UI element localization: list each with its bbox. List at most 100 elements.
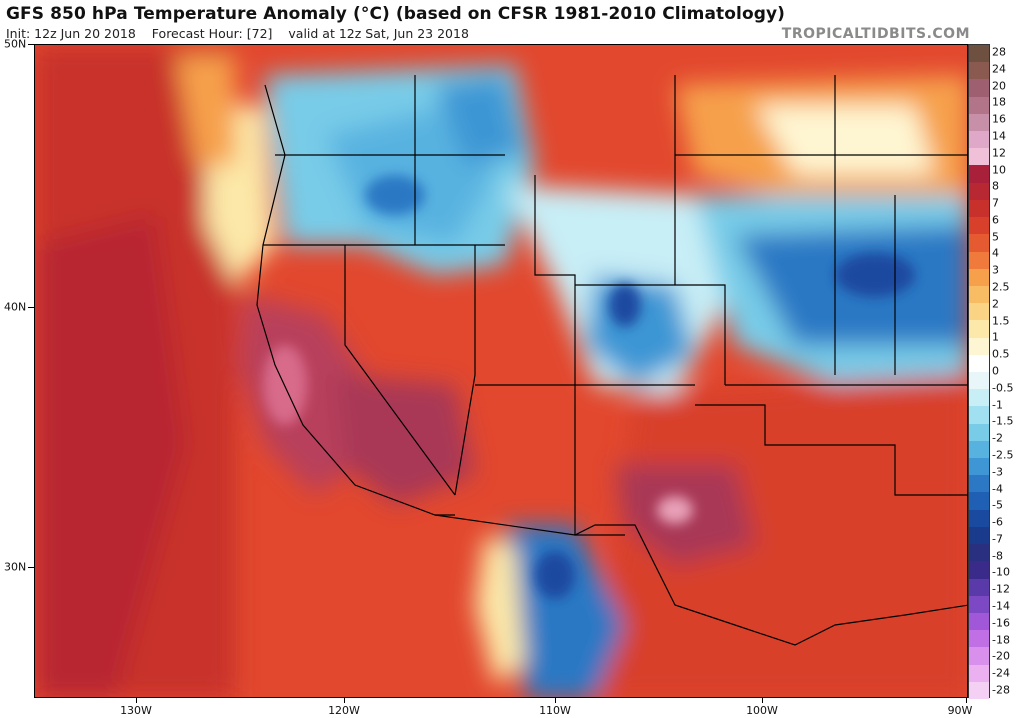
colorbar-cell [969, 475, 989, 493]
colorbar-label: 20 [992, 79, 1006, 93]
boundary-line [575, 284, 726, 385]
lat-tick [28, 307, 34, 308]
lon-label: 120W [328, 704, 360, 717]
colorbar-cell [969, 664, 989, 683]
valid-time: valid at 12z Sat, Jun 23 2018 [288, 26, 469, 41]
colorbar-cell [969, 440, 989, 459]
northern-plains-mild [755, 105, 935, 175]
colorbar-cell [969, 217, 989, 235]
colorbar-label: 28 [992, 45, 1006, 59]
colorbar-label: -4 [992, 482, 1003, 496]
colorbar-label: 18 [992, 95, 1006, 109]
colorbar-cell [969, 148, 989, 166]
colorbar-cell [969, 113, 989, 132]
colorbar-label: 8 [992, 179, 999, 193]
colorbar-label: 7 [992, 196, 999, 210]
colorbar-label: 2.5 [992, 280, 1010, 294]
anomaly-map [34, 44, 968, 698]
colorbar-label: -2 [992, 431, 1003, 445]
colorbar-label: -20 [992, 649, 1010, 663]
colorbar-label: -3 [992, 465, 1003, 479]
cold-pocket-plains [835, 253, 915, 297]
colorbar-cell [969, 509, 989, 528]
colorbar-label: -12 [992, 582, 1010, 596]
lon-label: 100W [746, 704, 778, 717]
boundary-line [454, 245, 476, 496]
colorbar-label: -2.5 [992, 448, 1014, 462]
colorbar-label: 3 [992, 263, 999, 277]
colorbar-cell [969, 320, 989, 339]
nevada-hot-region [335, 375, 475, 505]
lat-label: 40N [4, 300, 27, 314]
colorbar-cell [969, 458, 989, 476]
lon-label: 130W [120, 704, 152, 717]
lon-tick [966, 698, 967, 703]
colorbar-cell [969, 561, 989, 580]
map-subtitle: Init: 12z Jun 20 2018 Forecast Hour: [72… [6, 26, 481, 41]
coastal-warm-band [175, 55, 235, 165]
colorbar-label: 2 [992, 297, 999, 311]
lat-label: 50N [4, 37, 27, 51]
map-title: GFS 850 hPa Temperature Anomaly (°C) (ba… [6, 4, 786, 24]
colorbar-cell [969, 423, 989, 442]
colorbar-cell [969, 251, 989, 270]
colorbar-label: -6 [992, 515, 1003, 529]
colorbar-label: 0 [992, 364, 999, 378]
lon-tick [555, 698, 556, 703]
cold-pocket-mexico [535, 551, 575, 599]
colorbar-cell [969, 492, 989, 511]
colorbar-label: -28 [992, 683, 1010, 697]
colorbar-cell [969, 165, 989, 184]
colorbar-label: -14 [992, 599, 1010, 613]
colorbar-cell [969, 681, 989, 700]
lon-tick [344, 698, 345, 703]
colorbar-label: 0.5 [992, 347, 1010, 361]
colorbar-label: 10 [992, 163, 1006, 177]
cold-pocket-oregon [365, 175, 425, 215]
colorbar-cell [969, 578, 989, 597]
colorbar-cell [969, 303, 989, 321]
colorbar-label: -16 [992, 616, 1010, 630]
colorbar-cell [969, 526, 989, 545]
mexico-cold-tongue [505, 525, 625, 697]
colorbar-cell [969, 372, 989, 390]
colorbar-cell [969, 630, 989, 648]
colorbar-cell [969, 285, 989, 304]
southern-plains-warm [595, 375, 967, 697]
colorbar-cell [969, 389, 989, 407]
colorbar-cell [969, 612, 989, 631]
colorbar-label: 4 [992, 246, 999, 260]
us-mexico-border [434, 514, 736, 626]
brand-watermark: TROPICALTIDBITS.COM [781, 26, 970, 42]
lon-label: 110W [539, 704, 571, 717]
colorbar-cell [969, 96, 989, 115]
colorbar-label: -18 [992, 633, 1010, 647]
colorbar-label: 6 [992, 213, 999, 227]
colorbar-cell [969, 234, 989, 253]
colorbar-cell [969, 544, 989, 562]
colorbar-label: 1 [992, 330, 999, 344]
colorbar-cell [969, 337, 989, 356]
cold-pocket-colorado [609, 283, 641, 327]
colorbar-label: 24 [992, 62, 1006, 76]
state-boundaries [256, 75, 967, 646]
colorbar-label: -7 [992, 532, 1003, 546]
hot-pocket-west [263, 345, 307, 425]
colorbar-cell [969, 182, 989, 201]
colorbar-cell [969, 131, 989, 149]
lon-tick [136, 698, 137, 703]
lat-tick [28, 567, 34, 568]
west-coastline [256, 84, 455, 516]
boundary-line [695, 404, 967, 496]
colorbar-cell [969, 647, 989, 666]
lat-label: 30N [4, 560, 27, 574]
colorbar-cell [969, 79, 989, 98]
colorbar-label: 16 [992, 112, 1006, 126]
colorbar-label: -1 [992, 398, 1003, 412]
colorbar-label: 12 [992, 146, 1006, 160]
lat-tick [28, 44, 34, 45]
hot-pocket-south [657, 496, 693, 524]
colorbar-cell [969, 406, 989, 425]
colorbar-label: -24 [992, 666, 1010, 680]
colorbar-cell [969, 199, 989, 218]
